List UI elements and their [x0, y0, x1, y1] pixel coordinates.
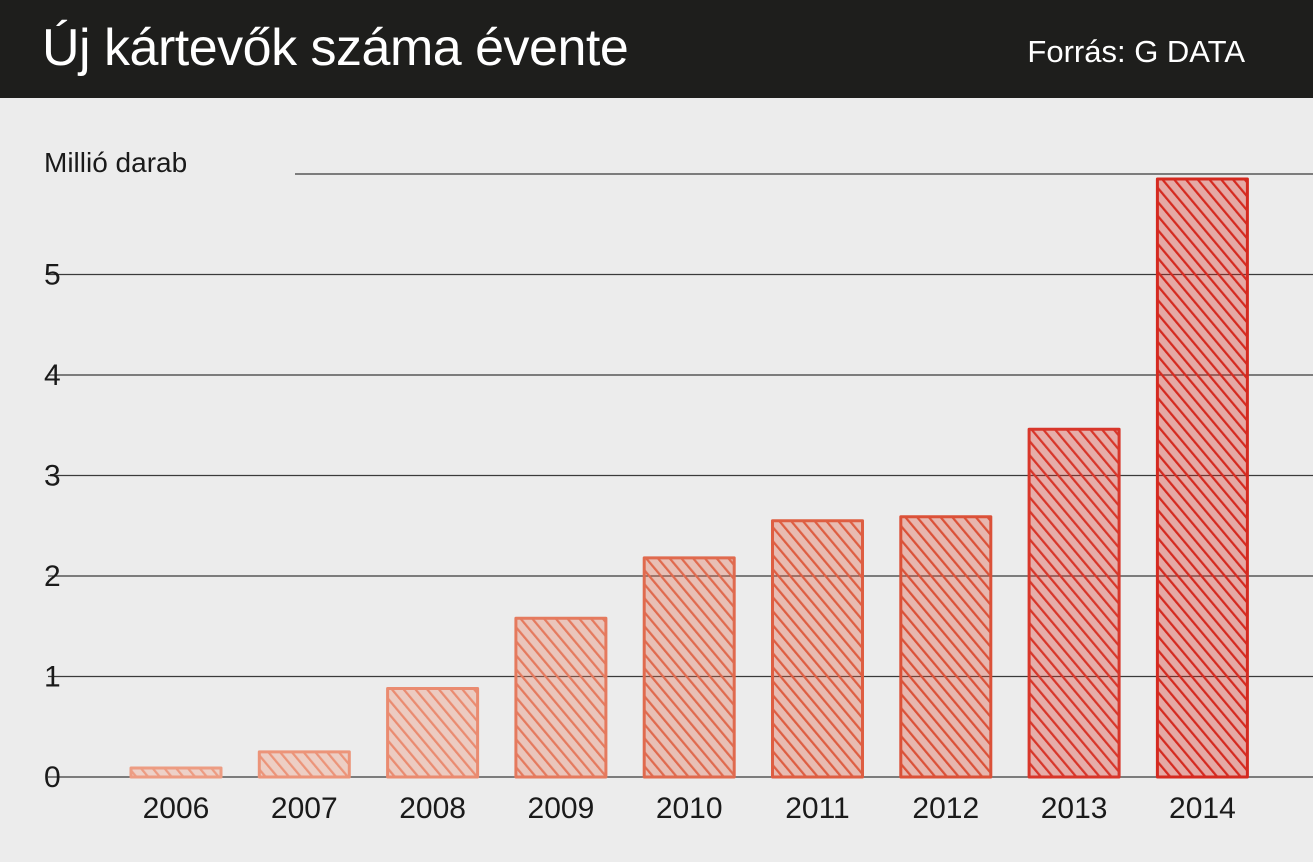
- bar: [1027, 427, 1121, 779]
- bar: [642, 556, 736, 779]
- y-tick-label: 3: [44, 460, 61, 493]
- bar-2007: [257, 750, 351, 779]
- bar-2014: [1155, 177, 1249, 779]
- x-tick-label: 2014: [1169, 792, 1236, 825]
- bar-2009: [514, 616, 608, 779]
- bar: [386, 687, 480, 779]
- header-bar: Új kártevők száma évente Forrás: G DATA: [0, 0, 1313, 98]
- bar: [257, 750, 351, 779]
- y-axis-unit-label: Millió darab: [44, 147, 188, 178]
- x-tick-label: 2011: [785, 792, 850, 825]
- x-tick-label: 2007: [271, 792, 338, 825]
- y-tick-label: 0: [44, 761, 61, 794]
- x-tick-label: 2009: [528, 792, 595, 825]
- y-tick-label: 2: [44, 560, 61, 593]
- chart-title: Új kártevők száma évente: [42, 19, 629, 77]
- y-axis-ticks: 0 1 2 3 4 5: [44, 259, 61, 795]
- x-tick-label: 2008: [399, 792, 466, 825]
- bar-2012: [899, 515, 993, 779]
- x-tick-label: 2006: [143, 792, 210, 825]
- bar: [771, 519, 864, 779]
- x-tick-label: 2012: [912, 792, 979, 825]
- bars: [129, 177, 1249, 779]
- bar-2013: [1027, 427, 1121, 779]
- x-tick-label: 2010: [656, 792, 723, 825]
- x-axis-ticks: 2006 2007 2008 2009 2010 2011 2012 2013 2014: [143, 792, 1236, 825]
- bar: [1155, 177, 1249, 779]
- y-tick-label: 1: [44, 661, 61, 694]
- bar-2006: [129, 766, 223, 779]
- bar: [899, 515, 993, 779]
- bar-2011: [771, 519, 864, 779]
- bar-2010: [642, 556, 736, 779]
- source-label: Forrás: G DATA: [1027, 34, 1245, 69]
- y-tick-label: 5: [44, 259, 61, 292]
- bar: [514, 616, 608, 779]
- y-tick-label: 4: [44, 359, 61, 392]
- x-tick-label: 2013: [1041, 792, 1108, 825]
- bar-2008: [386, 687, 480, 779]
- bar: [129, 766, 223, 779]
